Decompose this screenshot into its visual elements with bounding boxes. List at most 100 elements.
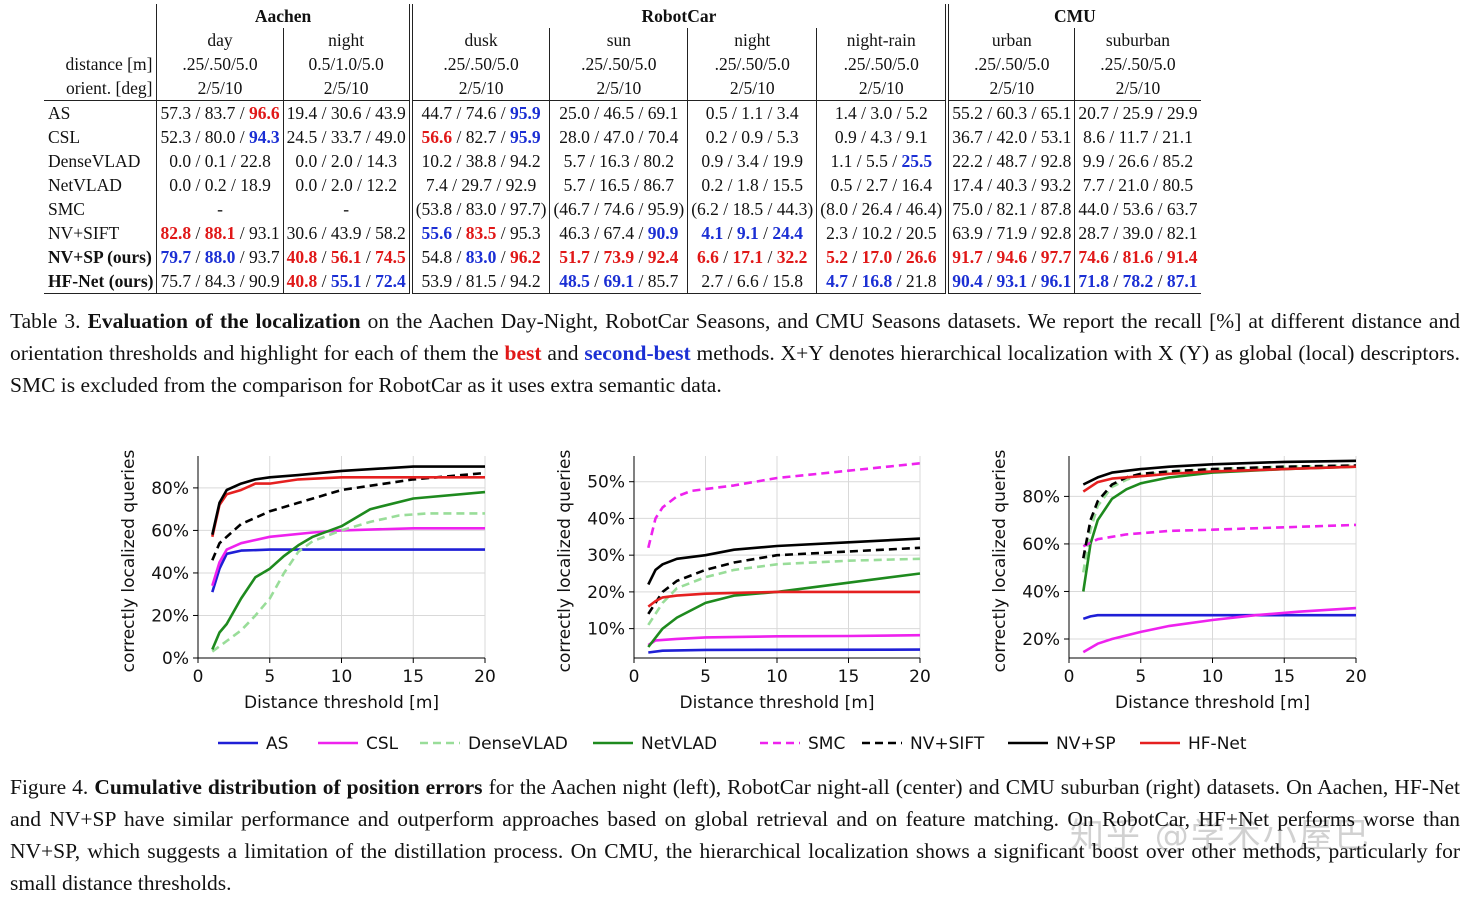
recall-value: 70.4 [647,127,679,147]
legend-label: SMC [808,734,845,754]
recall-value: 10.2 [421,151,453,171]
x-tick-label: 15 [1273,667,1295,687]
recall-value: 69.1 [603,271,635,291]
recall-value: 1.4 [834,103,857,123]
recall-value: 0.1 [204,151,227,171]
result-cell: 40.8 / 55.1 / 72.4 [282,269,411,294]
table-caption-text: on the Aachen Day-Night, RobotCar Season… [10,309,1460,365]
y-tick-label: 40% [1022,582,1060,602]
method-name: NV+SP (ours) [44,245,158,269]
recall-value: 0.5 [705,103,728,123]
condition-header: urban [945,28,1075,52]
result-cell: 56.6 / 82.7 / 95.9 [408,125,550,149]
y-axis-label: correctly localized queries [555,450,575,673]
series-line-netvlad [647,572,921,648]
result-cell: 90.4 / 93.1 / 96.1 [945,269,1075,294]
result-cell: 0.2 / 1.8 / 15.5 [687,173,817,197]
table-row: NV+SIFT 82.8 / 88.1 / 93.1 30.6 / 43.9 / 5… [44,221,1201,245]
result-cell: 4.1 / 9.1 / 24.4 [687,221,817,245]
distance-threshold: 0.5/1.0/5.0 [282,52,411,76]
recall-value: 15.8 [772,271,804,291]
recall-value: 29.9 [1166,103,1198,123]
recall-value: 96.1 [1040,271,1072,291]
recall-value: 24.4 [772,223,804,243]
series-line-hf-net [211,475,485,538]
recall-value: 40.3 [996,175,1028,195]
recall-value: 53.9 [421,271,453,291]
recall-value: 93.2 [1040,175,1072,195]
series-line-densevlad [1082,464,1357,573]
distance-threshold: .25/.50/5.0 [549,52,688,76]
recall-value: 44.0 [1078,199,1110,219]
x-tick-label: 20 [1345,667,1367,687]
x-axis-label: Distance threshold [m] [1115,693,1310,713]
recall-value: 36.7 [952,127,983,147]
recall-value: 17.1 [732,247,764,267]
result-cell: 7.4 / 29.7 / 92.9 [408,173,550,197]
x-axis-label: Distance threshold [m] [679,693,874,713]
table-row: SMC - - (53.8 / 83.0 / 97.7) (46.7 / 74.6 / … [44,197,1201,221]
group-header: CMU [945,4,1201,28]
y-tick-label: 80% [151,479,189,499]
condition-header: dusk [408,28,550,52]
result-cell: 1.4 / 3.0 / 5.2 [816,100,948,125]
recall-value: 93.7 [248,247,280,267]
table-row: AS 57.3 / 83.7 / 96.6 19.4 / 30.6 / 43.9 44… [44,100,1201,125]
table-caption: Table 3. Evaluation of the localization … [10,305,1460,401]
result-cell: 28.0 / 47.0 / 70.4 [549,125,688,149]
result-cell: 75.0 / 82.1 / 87.8 [945,197,1075,221]
recall-value: 1.8 [736,175,759,195]
recall-value: 14.3 [366,151,397,171]
distance-threshold: .25/.50/5.0 [1074,52,1201,76]
x-tick-label: 10 [331,667,353,687]
x-axis-label: Distance threshold [m] [244,693,439,713]
recall-value: 0.2 [204,175,227,195]
x-tick-label: 5 [1135,667,1146,687]
recall-value: 21.0 [1118,175,1149,195]
result-cell: 8.6 / 11.7 / 21.1 [1074,125,1201,149]
recall-value: 29.7 [461,175,493,195]
recall-value: 60.3 [996,103,1028,123]
y-tick-label: 30% [587,546,625,566]
recall-value: 16.3 [599,151,630,171]
recall-value: 84.3 [204,271,236,291]
y-tick-label: 20% [587,583,625,603]
table-row: DenseVLAD 0.0 / 0.1 / 22.8 0.0 / 2.0 / 14.… [44,149,1201,173]
recall-value: 5.2 [905,103,928,123]
recall-value: 6.6 [697,247,719,267]
recall-value: 38.8 [465,151,497,171]
recall-value: 25.9 [1122,103,1154,123]
recall-value: 74.6 [1078,247,1110,267]
result-cell: 24.5 / 33.7 / 49.0 [282,125,411,149]
method-name: DenseVLAD [44,149,158,173]
orient-threshold: 2/5/10 [549,76,688,101]
recall-value: 52.3 [160,127,192,147]
recall-value: 0.0 [169,151,192,171]
result-cell: 0.0 / 2.0 / 14.3 [282,149,411,173]
recall-value: 5.2 [826,247,848,267]
recall-value: 83.5 [465,223,497,243]
distance-threshold: .25/.50/5.0 [945,52,1075,76]
recall-value: 0.2 [701,175,724,195]
recall-value: 16.5 [599,175,630,195]
recall-value: 72.4 [375,271,406,291]
figure-caption-label: Figure 4. [10,775,89,799]
result-cell: 79.7 / 88.0 / 93.7 [156,245,284,269]
recall-value: 4.7 [826,271,848,291]
distance-threshold: .25/.50/5.0 [408,52,550,76]
recall-value: 3.4 [776,103,799,123]
result-cell: 6.6 / 17.1 / 32.2 [687,245,817,269]
recall-value: 25.0 [559,103,590,123]
recall-value: 1.1 [741,103,764,123]
recall-value: 79.7 [160,247,192,267]
recall-value: 2.7 [865,175,888,195]
figure-caption-text: for the Aachen night (left), RobotCar ni… [10,775,1460,895]
distance-threshold: .25/.50/5.0 [156,52,284,76]
series-line-csl [1082,606,1357,654]
recall-value: 85.2 [1162,151,1194,171]
result-cell: 36.7 / 42.0 / 53.1 [945,125,1075,149]
recall-value: 82.1 [996,199,1028,219]
table-row: CSL 52.3 / 80.0 / 94.3 24.5 / 33.7 / 49.0 5… [44,125,1201,149]
recall-value: 80.2 [643,151,675,171]
result-cell: 2.3 / 10.2 / 20.5 [816,221,948,245]
